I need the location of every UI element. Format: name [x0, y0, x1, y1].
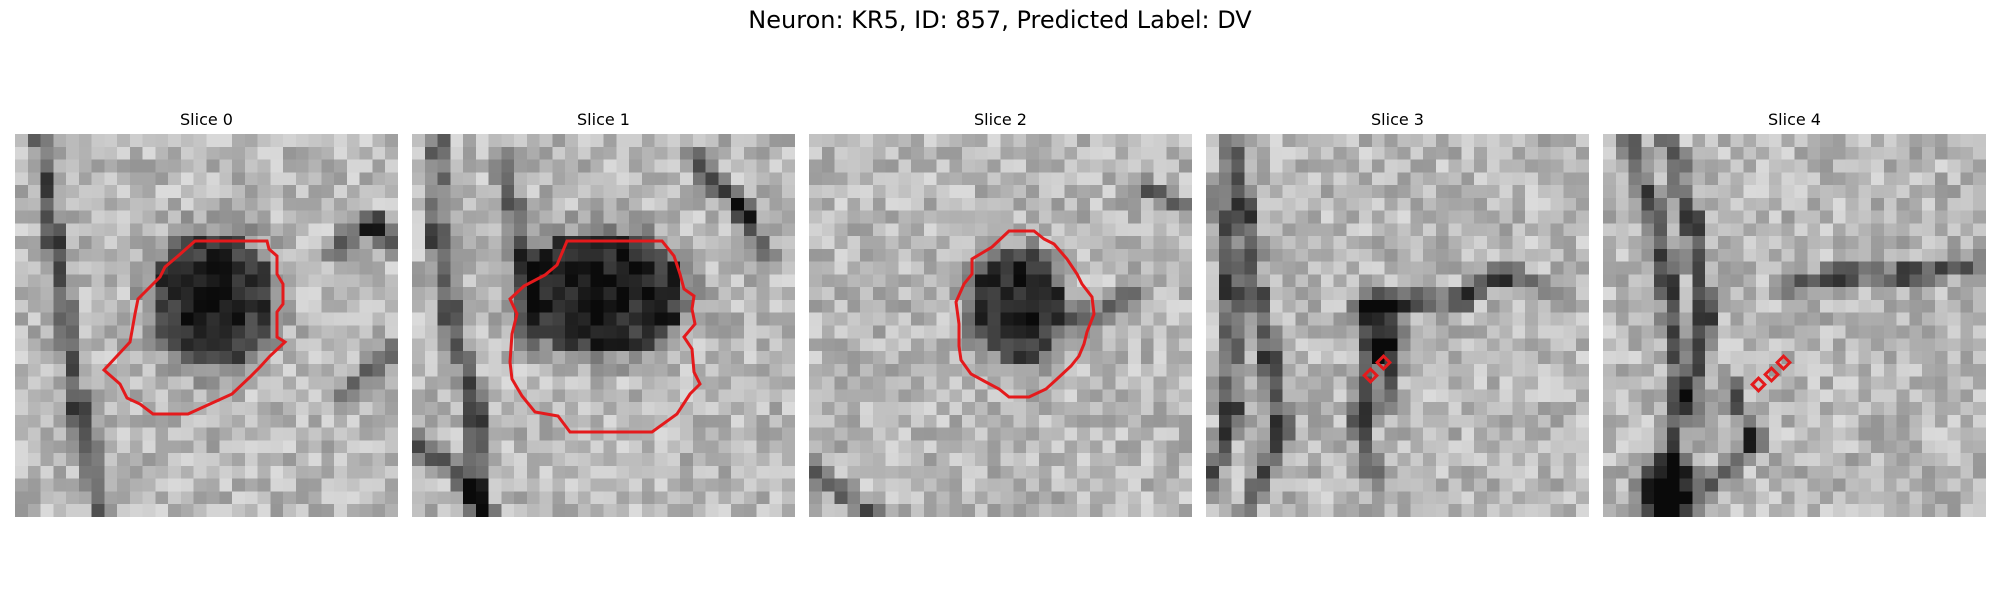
slice-title: Slice 2	[809, 108, 1192, 132]
slice-image	[1603, 134, 1986, 517]
segmentation-contour	[510, 241, 700, 432]
segmentation-contour	[104, 241, 285, 414]
figure-title: Neuron: KR5, ID: 857, Predicted Label: D…	[0, 6, 2000, 34]
slice-panel-0: Slice 0	[15, 108, 398, 132]
slice-panel-4: Slice 4	[1603, 108, 1986, 132]
slice-title: Slice 4	[1603, 108, 1986, 132]
slice-title: Slice 0	[15, 108, 398, 132]
segmentation-square	[1777, 356, 1790, 369]
slice-image	[412, 134, 795, 517]
slice-image	[15, 134, 398, 517]
slice-panel-2: Slice 2	[809, 108, 1192, 132]
slice-title: Slice 1	[412, 108, 795, 132]
segmentation-square	[1364, 369, 1377, 382]
segmentation-overlay	[15, 134, 398, 517]
segmentation-overlay	[1603, 134, 1986, 517]
segmentation-square	[1765, 368, 1778, 381]
slice-panel-1: Slice 1	[412, 108, 795, 132]
segmentation-square	[1377, 356, 1390, 369]
slice-title: Slice 3	[1206, 108, 1589, 132]
segmentation-overlay	[809, 134, 1192, 517]
segmentation-contour	[956, 231, 1094, 397]
slice-image	[1206, 134, 1589, 517]
slice-panel-3: Slice 3	[1206, 108, 1589, 132]
segmentation-overlay	[412, 134, 795, 517]
segmentation-square	[1752, 378, 1765, 391]
slice-image	[809, 134, 1192, 517]
segmentation-overlay	[1206, 134, 1589, 517]
